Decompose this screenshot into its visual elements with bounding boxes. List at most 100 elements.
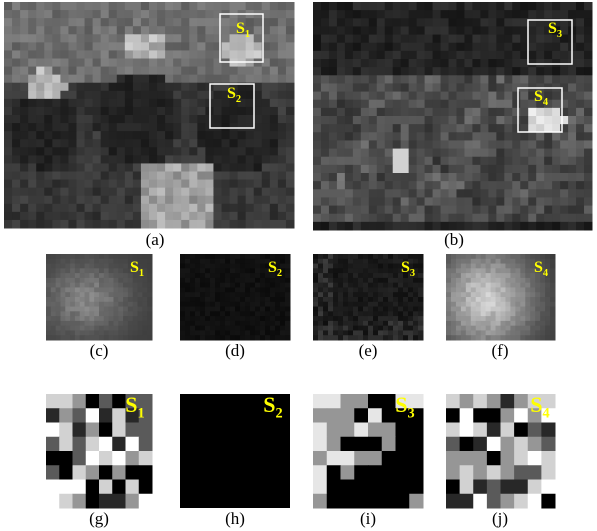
pixel [104, 259, 109, 264]
pixel [363, 254, 369, 259]
pixel [449, 18, 457, 27]
pixel [125, 42, 134, 51]
pixel [142, 316, 147, 321]
pixel [560, 173, 568, 182]
pixel [85, 259, 90, 264]
pixel [377, 214, 385, 223]
pixel [328, 292, 334, 297]
pixel [246, 50, 255, 59]
pixel [85, 91, 94, 100]
pixel [456, 335, 461, 340]
pixel [491, 287, 496, 292]
pixel [545, 321, 550, 326]
pixel [189, 10, 198, 19]
pixel [460, 423, 474, 438]
pixel [584, 92, 592, 101]
pixel [464, 140, 472, 149]
pixel [109, 204, 118, 213]
pixel [545, 292, 550, 297]
pixel [496, 297, 501, 302]
pixel [109, 188, 118, 197]
pixel [318, 292, 324, 297]
pixel [552, 10, 560, 19]
pixel [200, 307, 206, 312]
pixel [456, 189, 464, 198]
pixel [85, 26, 94, 35]
pixel [337, 35, 345, 44]
pixel [358, 254, 364, 259]
pixel [210, 292, 216, 297]
pixel [363, 326, 369, 331]
pixel [446, 335, 451, 340]
pixel [126, 423, 140, 438]
pixel [70, 287, 75, 292]
pixel [393, 311, 399, 316]
pixel [270, 196, 279, 205]
pixel [12, 42, 21, 51]
pixel [181, 34, 190, 43]
pixel [133, 204, 142, 213]
pixel [520, 100, 528, 109]
pixel [147, 287, 152, 292]
pixel [117, 131, 126, 140]
pixel [77, 147, 86, 156]
pixel [313, 408, 327, 423]
pixel [333, 292, 339, 297]
pixel [77, 220, 86, 229]
pixel [56, 268, 61, 273]
pixel [99, 311, 104, 316]
pixel [51, 321, 56, 326]
pixel [504, 140, 512, 149]
pixel [189, 196, 198, 205]
pixel [481, 259, 486, 264]
pixel [123, 254, 128, 259]
pixel [584, 214, 592, 223]
pixel [68, 59, 77, 68]
pixel [181, 212, 190, 221]
pixel [75, 311, 80, 316]
pixel [348, 297, 354, 302]
pixel [328, 268, 334, 273]
pixel [240, 311, 246, 316]
pixel [51, 316, 56, 321]
pixel [189, 115, 198, 124]
pixel [515, 287, 520, 292]
pixel [363, 264, 369, 269]
pixel [200, 302, 206, 307]
pixel [528, 181, 536, 190]
pixel [471, 316, 476, 321]
pixel [20, 67, 29, 76]
pixel [377, 26, 385, 35]
pixel [230, 163, 239, 172]
pixel [147, 254, 152, 259]
pixel [12, 107, 21, 116]
pixel [36, 220, 45, 229]
pixel [576, 206, 584, 215]
pixel [225, 307, 231, 312]
pixel [94, 307, 99, 312]
pixel [189, 99, 198, 108]
pixel [486, 316, 491, 321]
pixel [189, 147, 198, 156]
pixel [464, 100, 472, 109]
pixel [80, 311, 85, 316]
pixel [149, 115, 158, 124]
pixel [403, 316, 409, 321]
pixel [510, 297, 515, 302]
pixel [210, 316, 216, 321]
pixel [466, 311, 471, 316]
pixel [240, 297, 246, 302]
pixel [361, 75, 369, 84]
pixel [377, 149, 385, 158]
pixel [488, 18, 496, 27]
pixel [385, 116, 393, 125]
pixel [133, 107, 142, 116]
pixel [46, 311, 51, 316]
pixel [113, 268, 118, 273]
pixel [215, 268, 221, 273]
pixel [480, 222, 488, 231]
pixel [393, 321, 399, 326]
pixel [181, 147, 190, 156]
pixel [149, 50, 158, 59]
pixel [368, 287, 374, 292]
